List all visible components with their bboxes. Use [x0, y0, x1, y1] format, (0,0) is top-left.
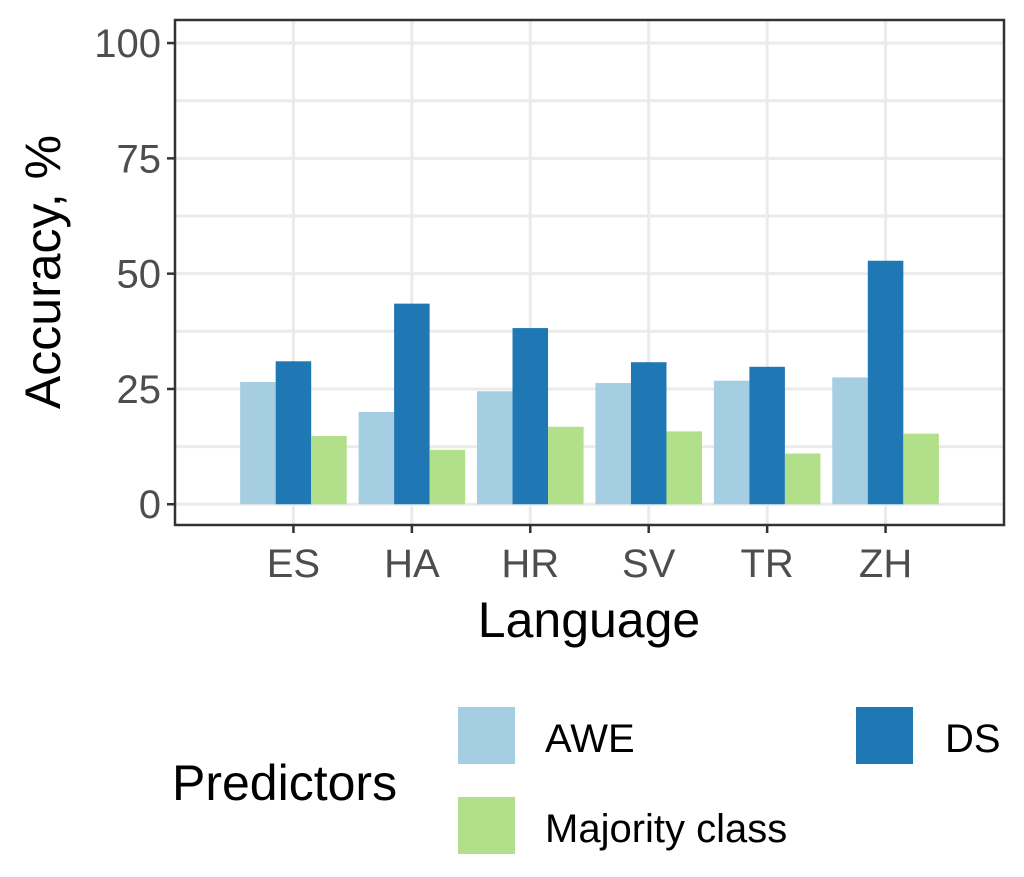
- bar-hr-awe: [476, 391, 513, 505]
- bars: [240, 260, 939, 505]
- bar-ha-awe: [358, 412, 395, 505]
- bar-sv-awe: [595, 382, 631, 505]
- bar-tr-majority-class: [784, 453, 821, 505]
- axes: 0 25 50 75 100 ES HA HR SV TR ZH: [94, 22, 912, 586]
- y-tick-label-75: 75: [117, 137, 162, 181]
- legend-label-majority-class: Majority class: [545, 807, 787, 851]
- bar-tr-ds: [749, 366, 785, 505]
- y-tick-label-50: 50: [117, 253, 162, 297]
- bar-sv-ds: [630, 362, 667, 505]
- x-tick-label-hr: HR: [501, 542, 559, 586]
- bar-tr-awe: [713, 380, 750, 505]
- legend-label-ds: DS: [945, 717, 1001, 761]
- legend-title: Predictors: [172, 755, 397, 811]
- bar-hr-ds: [512, 328, 549, 505]
- bar-ha-majority-class: [429, 449, 466, 505]
- legend-key-majority-class: [458, 797, 515, 854]
- bar-es-awe: [240, 382, 276, 505]
- x-tick-label-sv: SV: [622, 542, 676, 586]
- bar-zh-majority-class: [903, 433, 939, 505]
- x-axis-title: Language: [478, 592, 700, 648]
- y-tick-label-100: 100: [94, 22, 161, 66]
- bar-sv-majority-class: [666, 431, 703, 505]
- y-axis-title: Accuracy, %: [15, 135, 71, 409]
- x-tick-label-es: ES: [267, 542, 320, 586]
- legend-label-awe: AWE: [545, 717, 635, 761]
- legend: Predictors AWE DS Majority class: [172, 707, 1001, 854]
- bar-ha-ds: [394, 303, 430, 505]
- legend-key-ds: [856, 707, 913, 764]
- x-tick-label-ha: HA: [384, 542, 440, 586]
- bar-zh-awe: [832, 377, 868, 505]
- bar-zh-ds: [867, 260, 904, 505]
- legend-key-awe: [458, 707, 515, 764]
- x-tick-label-tr: TR: [740, 542, 793, 586]
- y-tick-label-25: 25: [117, 368, 162, 412]
- x-tick-label-zh: ZH: [859, 542, 912, 586]
- bar-es-ds: [275, 361, 312, 505]
- bar-es-majority-class: [311, 435, 347, 505]
- y-tick-label-0: 0: [139, 483, 161, 527]
- bar-hr-majority-class: [548, 426, 584, 505]
